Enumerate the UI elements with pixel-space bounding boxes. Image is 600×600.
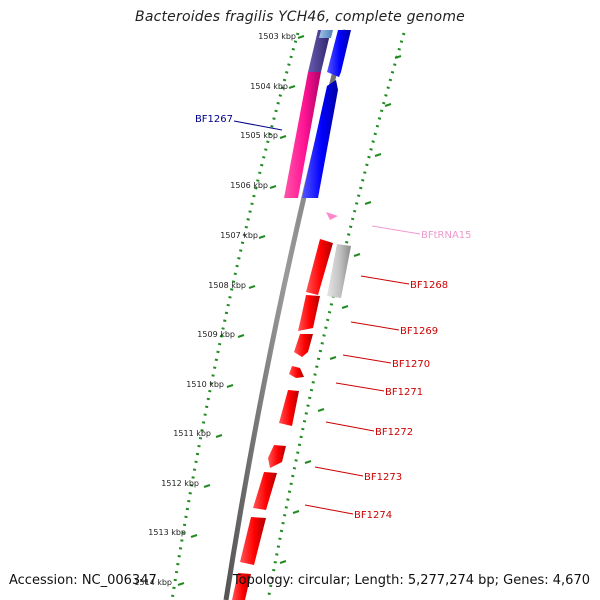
inner-major-tick	[258, 235, 266, 239]
outer-major-tick	[374, 153, 382, 157]
gene-label-bf1271[interactable]: BF1271	[385, 387, 423, 398]
outer-major-tick	[279, 560, 287, 564]
inner-major-tick	[248, 285, 256, 289]
gene-purple	[308, 30, 331, 72]
outer-major-tick	[384, 103, 392, 107]
gene-label-bf1268[interactable]: BF1268	[410, 280, 448, 291]
inner-tick-ring	[170, 32, 300, 600]
gene-label-bf1270[interactable]: BF1270	[392, 359, 430, 370]
inner-major-tick	[237, 334, 245, 338]
gene-labels: BF1267 BFtRNA15 BF1268 BF1269 BF1270 BF1271 BF…	[195, 114, 472, 521]
gene-bf1270	[294, 334, 313, 357]
gene-bf1267	[284, 72, 321, 198]
gene-bftrna15	[326, 212, 338, 220]
leader-line-bftrna15	[371, 225, 421, 235]
gene-label-bf1272[interactable]: BF1272	[375, 427, 413, 438]
outer-major-tick	[317, 408, 325, 412]
gene-bf1272	[279, 390, 299, 426]
gene-grey	[327, 244, 351, 298]
tick-label-1510-kbp: 1510 kbp	[186, 380, 224, 389]
gene-blue-1	[327, 30, 351, 77]
tick-label-1514-kbp: 1514 kbp	[134, 578, 172, 587]
leader-line-bf1270	[342, 354, 392, 364]
tick-label-1507-kbp: 1507 kbp	[220, 231, 258, 240]
map-title: Bacteroides fragilis YCH46, complete gen…	[135, 9, 465, 25]
tick-label-1503-kbp: 1503 kbp	[258, 32, 296, 41]
inner-major-tick	[190, 534, 198, 538]
gene-bf1268	[306, 239, 333, 295]
gene-light-blue	[319, 30, 333, 38]
gene-bf1271	[289, 366, 304, 378]
inner-major-tick	[269, 185, 277, 189]
inner-major-tick	[288, 85, 296, 89]
tick-label-1506-kbp: 1506 kbp	[230, 181, 268, 190]
tick-label-1504-kbp: 1504 kbp	[250, 82, 288, 91]
gene-blue-2	[302, 80, 338, 198]
leader-line-bf1273	[314, 466, 364, 477]
tick-label-1511-kbp: 1511 kbp	[173, 429, 211, 438]
outer-major-tick	[394, 55, 402, 59]
tick-label-1508-kbp: 1508 kbp	[208, 281, 246, 290]
gene-label-bf1267[interactable]: BF1267	[195, 114, 233, 125]
gene-red-8	[240, 517, 266, 565]
leader-line-bf1267	[233, 120, 283, 131]
outer-major-tick	[304, 460, 312, 464]
gene-bf1269	[298, 295, 320, 331]
leader-line-bf1268	[360, 275, 410, 285]
leader-line-bf1274	[304, 504, 354, 515]
gene-label-bf1273[interactable]: BF1273	[364, 472, 402, 483]
inner-major-tick	[215, 434, 223, 438]
gene-label-bftrna15[interactable]: BFtRNA15	[421, 230, 472, 241]
outer-tick-marks	[279, 55, 402, 564]
inner-major-tick	[297, 35, 305, 39]
outer-major-tick	[353, 253, 361, 257]
outer-major-tick	[364, 201, 372, 205]
gene-bf1274	[253, 472, 277, 510]
tick-labels: 1503 kbp 1504 kbp 1505 kbp 1506 kbp 1507 kbp…	[134, 32, 296, 587]
inner-major-tick	[226, 384, 234, 388]
inner-major-tick	[279, 135, 287, 139]
leader-line-bf1271	[335, 382, 385, 392]
outer-major-tick	[341, 305, 349, 309]
tick-label-1505-kbp: 1505 kbp	[240, 131, 278, 140]
gene-label-bf1269[interactable]: BF1269	[400, 326, 438, 337]
genome-summary: Topology: circular; Length: 5,277,274 bp…	[232, 573, 590, 588]
inner-major-tick	[177, 582, 185, 586]
inner-major-tick	[203, 484, 211, 488]
accession-label: Accession: NC_006347	[9, 573, 157, 588]
inner-tick-marks	[177, 35, 305, 586]
tick-label-1512-kbp: 1512 kbp	[161, 479, 199, 488]
outer-major-tick	[329, 356, 337, 360]
gene-red-9	[232, 573, 251, 600]
tick-label-1509-kbp: 1509 kbp	[197, 330, 235, 339]
gene-bf1273	[268, 445, 286, 468]
gene-label-bf1274[interactable]: BF1274	[354, 510, 392, 521]
outer-major-tick	[292, 510, 300, 514]
tick-label-1513-kbp: 1513 kbp	[148, 528, 186, 537]
leader-line-bf1272	[325, 421, 375, 432]
leader-line-bf1269	[350, 321, 400, 331]
